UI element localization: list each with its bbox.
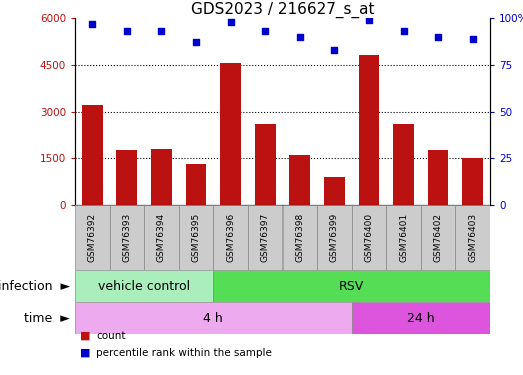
Bar <box>75 205 110 270</box>
Point <box>157 28 166 34</box>
Text: GSM76393: GSM76393 <box>122 213 131 262</box>
Bar <box>386 205 421 270</box>
Text: GSM76403: GSM76403 <box>468 213 477 262</box>
Bar <box>144 205 179 270</box>
Bar <box>351 302 490 334</box>
Bar <box>151 149 172 205</box>
Point <box>365 17 373 23</box>
Bar <box>186 165 207 205</box>
Text: GSM76396: GSM76396 <box>226 213 235 262</box>
Text: count: count <box>96 331 126 341</box>
Text: GSM76392: GSM76392 <box>88 213 97 262</box>
Bar <box>351 205 386 270</box>
Point <box>226 19 235 25</box>
Point <box>400 28 408 34</box>
Bar <box>213 205 248 270</box>
Point <box>469 36 477 42</box>
Bar <box>324 177 345 205</box>
Point <box>434 34 442 40</box>
Bar <box>75 270 213 302</box>
Bar <box>317 205 351 270</box>
Bar <box>82 105 103 205</box>
Text: GSM76402: GSM76402 <box>434 213 442 262</box>
Bar <box>220 63 241 205</box>
Text: RSV: RSV <box>339 279 365 292</box>
Bar <box>462 158 483 205</box>
Text: time  ►: time ► <box>24 312 70 324</box>
Bar <box>255 124 276 205</box>
Text: GSM76398: GSM76398 <box>295 213 304 262</box>
Bar <box>428 150 449 205</box>
Text: 24 h: 24 h <box>407 312 435 324</box>
Point <box>261 28 269 34</box>
Point <box>295 34 304 40</box>
Title: GDS2023 / 216627_s_at: GDS2023 / 216627_s_at <box>191 2 374 18</box>
Bar <box>75 302 351 334</box>
Bar <box>213 270 490 302</box>
Bar <box>282 205 317 270</box>
Text: 4 h: 4 h <box>203 312 223 324</box>
Text: GSM76400: GSM76400 <box>365 213 373 262</box>
Text: percentile rank within the sample: percentile rank within the sample <box>96 348 272 358</box>
Text: GSM76399: GSM76399 <box>330 213 339 262</box>
Bar <box>421 205 456 270</box>
Point <box>123 28 131 34</box>
Text: GSM76394: GSM76394 <box>157 213 166 262</box>
Text: infection  ►: infection ► <box>0 279 70 292</box>
Text: ■: ■ <box>80 348 90 358</box>
Bar <box>110 205 144 270</box>
Bar <box>117 150 137 205</box>
Bar <box>393 124 414 205</box>
Bar <box>248 205 282 270</box>
Point <box>88 21 96 27</box>
Bar <box>456 205 490 270</box>
Text: vehicle control: vehicle control <box>98 279 190 292</box>
Bar <box>179 205 213 270</box>
Bar <box>359 56 379 205</box>
Bar <box>289 155 310 205</box>
Text: GSM76397: GSM76397 <box>260 213 270 262</box>
Point <box>192 39 200 45</box>
Text: GSM76395: GSM76395 <box>191 213 200 262</box>
Point <box>330 47 338 53</box>
Text: GSM76401: GSM76401 <box>399 213 408 262</box>
Text: ■: ■ <box>80 331 90 341</box>
